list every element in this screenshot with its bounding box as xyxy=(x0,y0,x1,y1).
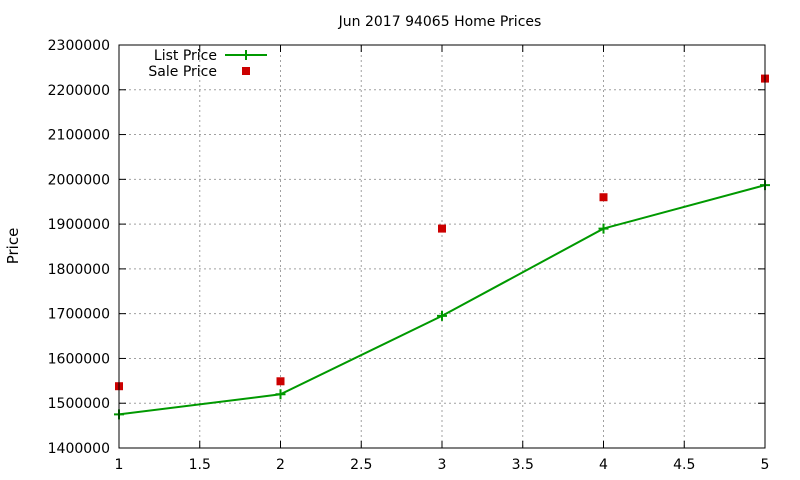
y-tick-label: 2000000 xyxy=(48,172,110,188)
x-tick-label: 3.5 xyxy=(512,457,534,473)
y-tick-label: 2200000 xyxy=(48,83,110,99)
y-tick-label: 1700000 xyxy=(48,307,110,323)
y-tick-label: 1500000 xyxy=(48,396,110,412)
square-marker xyxy=(438,224,446,233)
x-tick-label: 1.5 xyxy=(189,457,211,473)
y-tick-label: 1900000 xyxy=(48,217,110,233)
square-marker xyxy=(599,193,608,202)
x-tick-label: 2 xyxy=(276,457,285,473)
legend-plus-swatch xyxy=(241,50,251,60)
legend-label: List Price xyxy=(154,48,217,64)
legend-label: Sale Price xyxy=(148,64,217,80)
grid xyxy=(119,45,765,448)
y-tick-label: 2100000 xyxy=(48,128,110,144)
plot-frame xyxy=(118,44,766,449)
x-tick-label: 3 xyxy=(438,457,447,473)
axis-ticks: 1400000 1500000 1600000 1700000 1800000 19000… xyxy=(48,38,770,473)
y-tick-label: 2300000 xyxy=(48,38,110,54)
x-tick-label: 2.5 xyxy=(350,457,372,473)
plus-marker xyxy=(437,310,447,321)
x-tick-label: 4 xyxy=(599,457,608,473)
y-tick-label: 1800000 xyxy=(48,262,110,278)
x-tick-label: 5 xyxy=(761,457,770,473)
plus-marker xyxy=(275,389,286,400)
y-axis-label: Price xyxy=(4,228,22,265)
y-tick-label: 1600000 xyxy=(48,351,110,367)
x-tick-label: 4.5 xyxy=(673,457,695,473)
square-marker xyxy=(276,377,285,386)
x-tick-label: 1 xyxy=(115,457,124,473)
y-tick-label: 1400000 xyxy=(48,441,110,457)
plus-marker xyxy=(598,223,609,234)
legend-square-swatch xyxy=(242,67,250,75)
chart-title: Jun 2017 94065 Home Prices xyxy=(338,14,542,30)
